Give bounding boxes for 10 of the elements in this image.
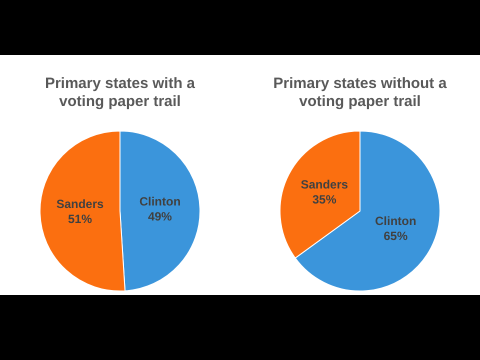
slice-label: Sanders (300, 178, 348, 192)
data-label: 65% (384, 228, 408, 243)
slice-label: Clinton (139, 194, 181, 209)
chart-title: Primary states with a voting paper trail (44, 74, 196, 112)
slice-label: Sanders (56, 197, 104, 212)
chart-title: Primary states without a voting paper trail (272, 74, 448, 112)
data-label: 51% (68, 212, 92, 226)
slice-label: Clinton (374, 214, 416, 228)
data-label: 49% (148, 210, 172, 224)
data-label: 35% (312, 192, 337, 207)
